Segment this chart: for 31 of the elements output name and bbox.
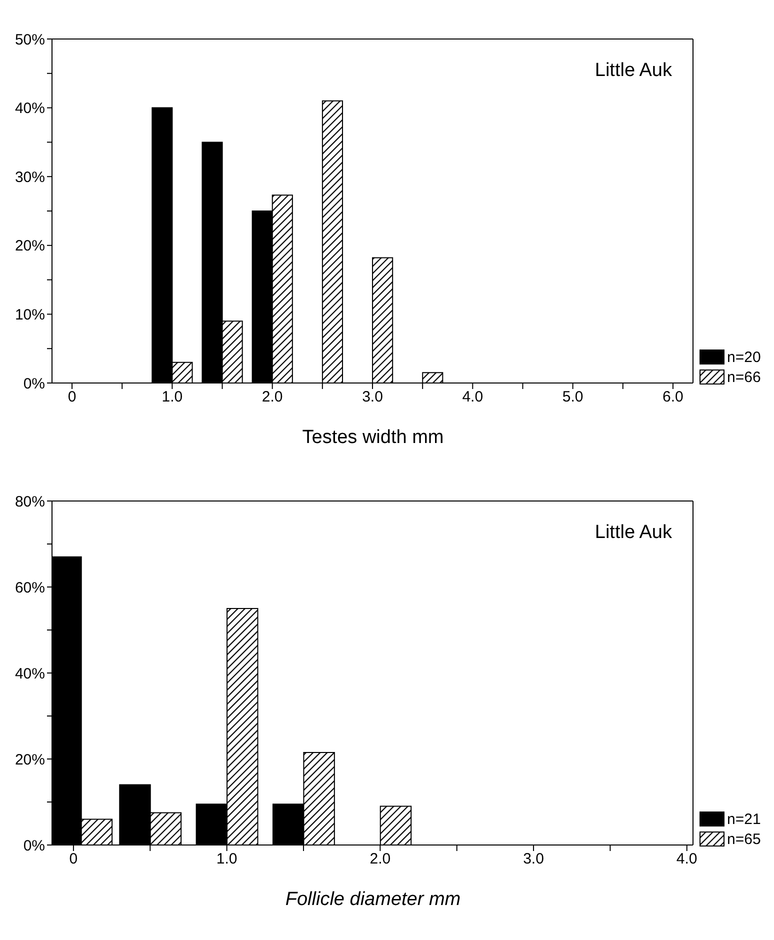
x-tick-label: 4.0 bbox=[676, 850, 698, 868]
legend-label: n=65 bbox=[727, 830, 761, 848]
annotation: Little Auk bbox=[594, 60, 672, 82]
y-tick-label: 50% bbox=[14, 31, 45, 48]
x-tick-label: 6.0 bbox=[662, 388, 684, 406]
y-tick-label: 30% bbox=[14, 168, 45, 186]
y-tick-label: 0% bbox=[23, 837, 45, 854]
y-tick-label: 0% bbox=[23, 375, 45, 392]
legend-label: n=66 bbox=[727, 368, 761, 386]
x-tick-label: 5.0 bbox=[562, 388, 584, 406]
x-tick-label: 1.0 bbox=[162, 388, 183, 406]
x-tick-label: 2.0 bbox=[262, 388, 283, 406]
x-tick-label: 2.0 bbox=[370, 850, 391, 868]
x-tick-label: 1.0 bbox=[216, 850, 238, 868]
y-tick-label: 40% bbox=[14, 100, 45, 118]
y-tick-label: 60% bbox=[14, 579, 45, 596]
y-tick-label: 40% bbox=[14, 665, 45, 682]
y-tick-label: 10% bbox=[14, 306, 45, 324]
x-tick-label: 3.0 bbox=[362, 388, 383, 406]
annotation: Little Auk bbox=[594, 522, 672, 544]
legend-label: n=21 bbox=[727, 810, 761, 828]
x-axis-title: Testes width mm bbox=[301, 427, 445, 449]
y-tick-label: 20% bbox=[14, 238, 45, 255]
x-axis-title: Follicle diameter mm bbox=[284, 889, 462, 911]
x-tick-label: 0 bbox=[68, 388, 76, 406]
y-tick-label: 80% bbox=[14, 493, 45, 510]
y-tick-label: 20% bbox=[14, 751, 45, 768]
x-tick-label: 0 bbox=[69, 850, 78, 868]
x-tick-label: 4.0 bbox=[462, 388, 484, 406]
x-tick-label: 3.0 bbox=[523, 850, 544, 868]
legend-label: n=20 bbox=[727, 348, 761, 366]
